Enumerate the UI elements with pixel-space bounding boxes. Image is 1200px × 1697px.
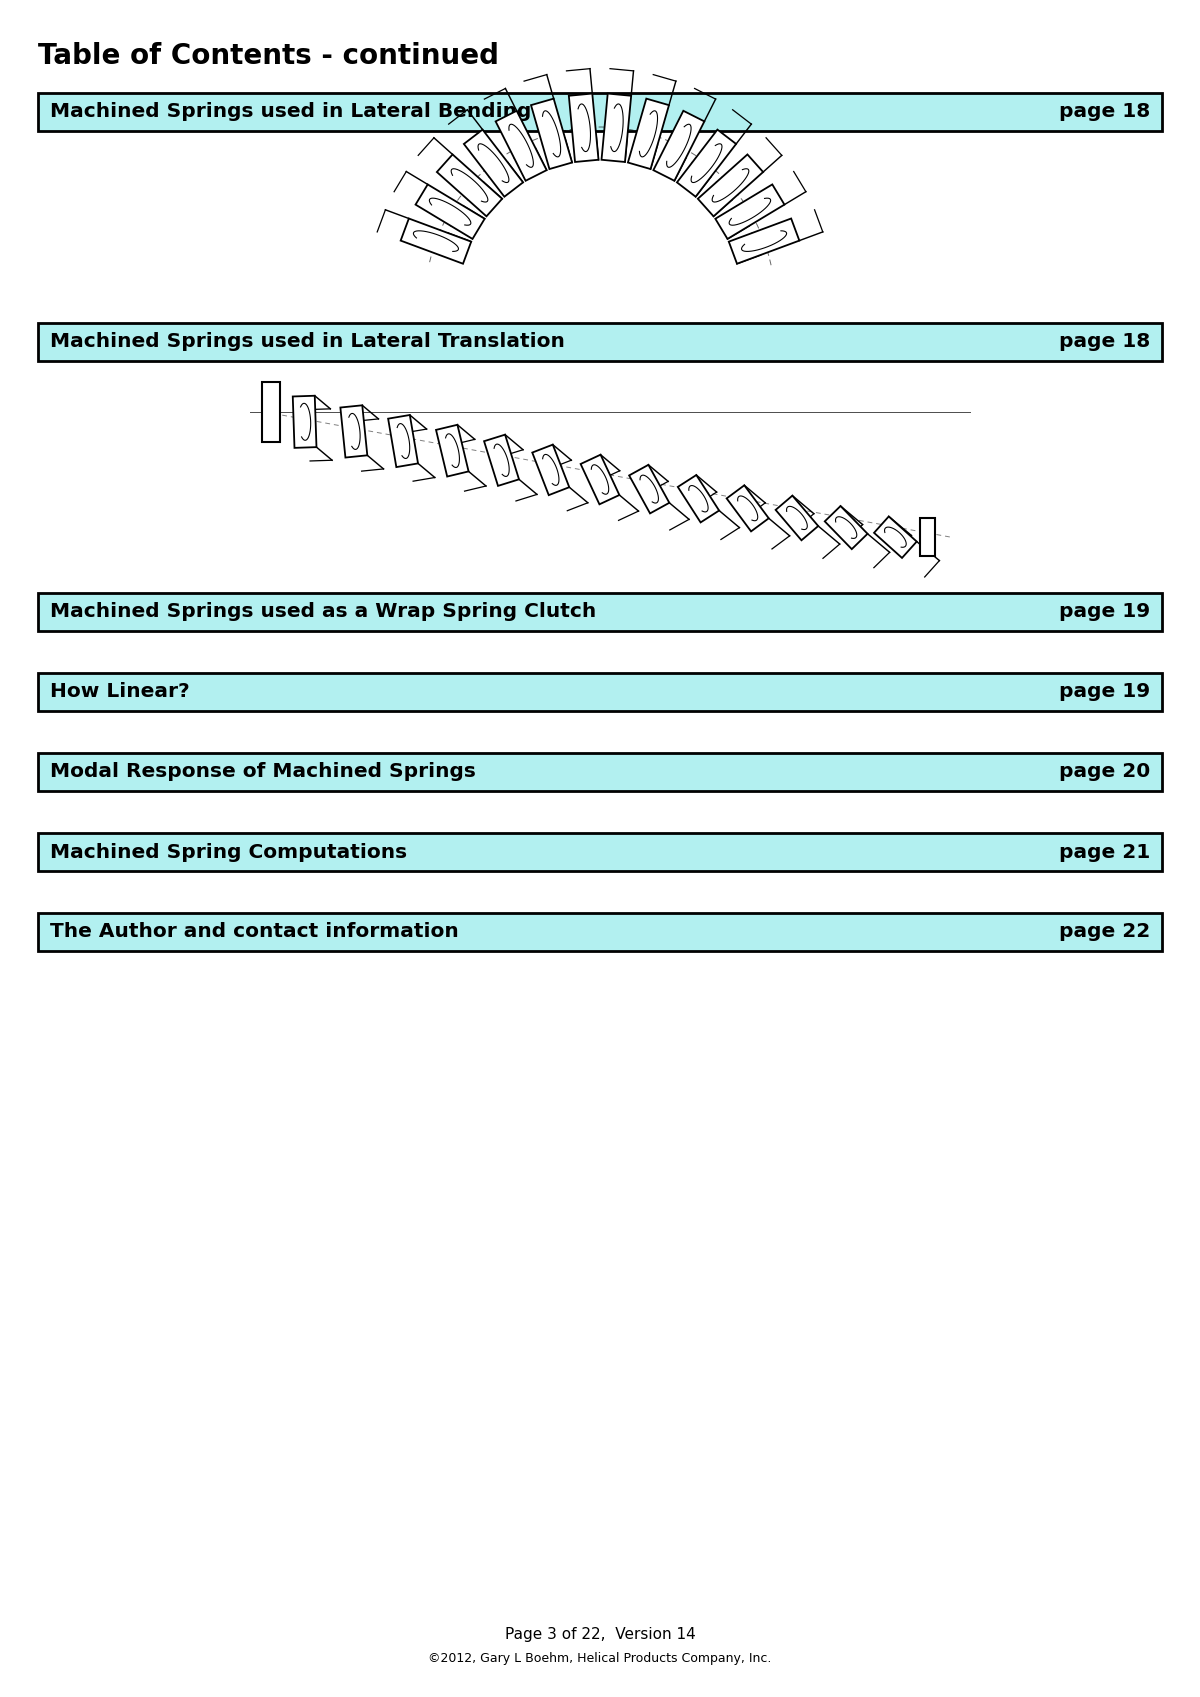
Polygon shape xyxy=(341,406,367,458)
Text: page 18: page 18 xyxy=(1058,102,1150,122)
Text: Machined Spring Computations: Machined Spring Computations xyxy=(50,842,407,862)
Bar xyxy=(920,518,935,557)
Text: Table of Contents - continued: Table of Contents - continued xyxy=(38,42,499,70)
Polygon shape xyxy=(533,445,569,496)
Polygon shape xyxy=(698,154,763,216)
Polygon shape xyxy=(496,110,547,182)
Polygon shape xyxy=(677,129,736,197)
FancyBboxPatch shape xyxy=(38,833,1162,871)
Text: ©2012, Gary L Boehm, Helical Products Company, Inc.: ©2012, Gary L Boehm, Helical Products Co… xyxy=(428,1651,772,1665)
Polygon shape xyxy=(715,185,785,239)
Polygon shape xyxy=(775,496,818,540)
Polygon shape xyxy=(824,506,868,550)
Polygon shape xyxy=(628,98,668,170)
Polygon shape xyxy=(653,110,704,182)
Polygon shape xyxy=(569,93,599,161)
Polygon shape xyxy=(415,185,485,239)
Polygon shape xyxy=(678,475,719,523)
FancyBboxPatch shape xyxy=(38,93,1162,131)
FancyBboxPatch shape xyxy=(38,913,1162,950)
Text: Page 3 of 22,  Version 14: Page 3 of 22, Version 14 xyxy=(505,1627,695,1643)
FancyBboxPatch shape xyxy=(38,753,1162,791)
Polygon shape xyxy=(437,154,502,216)
Polygon shape xyxy=(401,219,472,263)
Text: page 18: page 18 xyxy=(1058,333,1150,351)
Text: Machined Springs used in Lateral Translation: Machined Springs used in Lateral Transla… xyxy=(50,333,565,351)
Text: The Author and contact information: The Author and contact information xyxy=(50,923,458,942)
Polygon shape xyxy=(436,424,468,477)
Text: Machined Springs used as a Wrap Spring Clutch: Machined Springs used as a Wrap Spring C… xyxy=(50,602,596,621)
Text: page 21: page 21 xyxy=(1058,842,1150,862)
Polygon shape xyxy=(484,434,520,485)
Bar xyxy=(262,382,280,441)
Polygon shape xyxy=(727,485,769,531)
Polygon shape xyxy=(388,416,418,467)
FancyBboxPatch shape xyxy=(38,322,1162,361)
Polygon shape xyxy=(581,455,619,504)
Polygon shape xyxy=(464,129,523,197)
Polygon shape xyxy=(532,98,572,170)
Polygon shape xyxy=(629,465,670,514)
FancyBboxPatch shape xyxy=(38,674,1162,711)
Polygon shape xyxy=(874,516,917,558)
Text: Machined Springs used in Lateral Bending: Machined Springs used in Lateral Bending xyxy=(50,102,532,122)
Polygon shape xyxy=(728,219,799,263)
Polygon shape xyxy=(601,93,631,161)
Text: Modal Response of Machined Springs: Modal Response of Machined Springs xyxy=(50,762,476,782)
Text: page 19: page 19 xyxy=(1058,682,1150,701)
Polygon shape xyxy=(293,395,317,448)
FancyBboxPatch shape xyxy=(38,592,1162,631)
Text: page 20: page 20 xyxy=(1058,762,1150,782)
Text: page 22: page 22 xyxy=(1058,923,1150,942)
Text: How Linear?: How Linear? xyxy=(50,682,190,701)
Text: page 19: page 19 xyxy=(1058,602,1150,621)
